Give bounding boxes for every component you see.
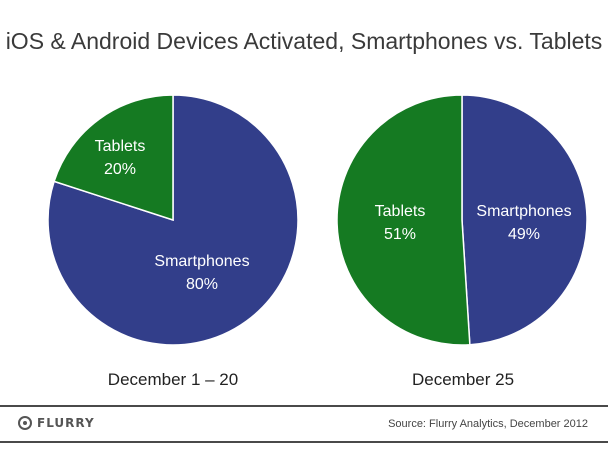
pie-2-slice-tablets xyxy=(336,94,471,346)
chart-title: iOS & Android Devices Activated, Smartph… xyxy=(5,28,603,54)
pie-2-caption: December 25 xyxy=(411,370,515,389)
source-note: Source: Flurry Analytics, December 2012 xyxy=(388,418,588,430)
pie-1-value-tablets: 20% xyxy=(104,161,136,178)
pie-2-value-tablets: 51% xyxy=(384,226,416,243)
pie-2-slice-smartphones xyxy=(461,94,588,346)
pie-1-caption: December 1 – 20 xyxy=(107,370,239,389)
footer-divider-top xyxy=(0,405,608,407)
pie-2-label-tablets: Tablets xyxy=(375,203,426,220)
pie-2: Smartphones 49% Tablets 51% xyxy=(336,94,588,346)
flurry-logo: FLURRY xyxy=(18,416,95,430)
footer-divider-bottom xyxy=(0,441,608,443)
flurry-logo-text: FLURRY xyxy=(37,416,95,430)
pie-2-label-smartphones: Smartphones xyxy=(476,203,571,220)
pie-1-label-tablets: Tablets xyxy=(95,138,146,155)
pie-1-label-smartphones: Smartphones xyxy=(154,253,249,270)
pie-1-slice-tablets xyxy=(53,94,174,222)
flurry-logo-icon xyxy=(18,416,32,430)
pie-1: Smartphones 80% Tablets 20% xyxy=(47,94,299,346)
pie-2-value-smartphones: 49% xyxy=(508,226,540,243)
pie-1-value-smartphones: 80% xyxy=(186,276,218,293)
